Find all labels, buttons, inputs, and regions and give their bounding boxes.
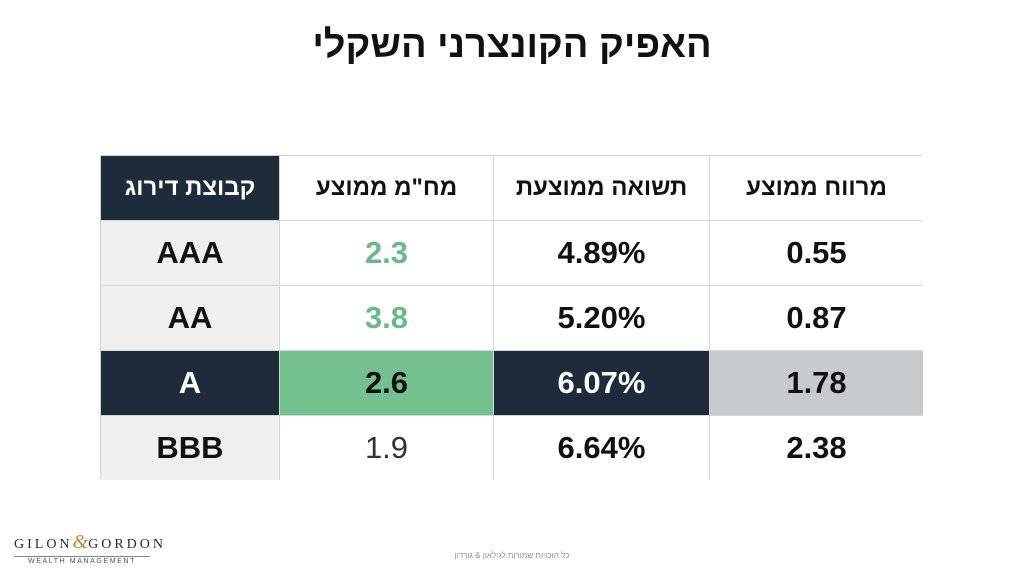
company-logo: GILON&GORDON WEALTH MANAGEMENT: [14, 531, 163, 567]
header-avg-spread: מרווח ממוצע: [710, 156, 923, 221]
logo-ampersand: &: [72, 531, 89, 553]
spread-cell: 0.87: [710, 286, 923, 351]
spread-cell: 0.55: [710, 221, 923, 286]
header-avg-duration: מח"מ ממוצע: [280, 156, 494, 221]
header-rating-group: קבוצת דירוג: [101, 156, 280, 221]
header-avg-yield: תשואה ממוצעת: [494, 156, 710, 221]
yield-cell: 6.07%: [494, 351, 710, 416]
spread-cell: 1.78: [710, 351, 923, 416]
rating-cell: A: [101, 351, 280, 416]
duration-cell: 1.9: [280, 416, 494, 480]
spread-cell: 2.38: [710, 416, 923, 480]
duration-cell: 2.3: [280, 221, 494, 286]
duration-cell: 3.8: [280, 286, 494, 351]
copyright-note: כל הזכויות שמורות לגילאון & גורדון: [454, 551, 570, 560]
duration-cell: 2.6: [280, 351, 494, 416]
logo-right-word: GORDON: [88, 537, 166, 552]
logo-left-word: GILON: [14, 537, 73, 552]
yield-cell: 4.89%: [494, 221, 710, 286]
yield-cell: 5.20%: [494, 286, 710, 351]
logo-divider: [14, 556, 150, 557]
logo-tagline: WEALTH MANAGEMENT: [28, 558, 136, 565]
logo-wordmark: GILON&GORDON: [14, 531, 163, 554]
rating-cell: BBB: [101, 416, 280, 480]
rating-cell: AA: [101, 286, 280, 351]
slide-title: האפיק הקונצרני השקלי: [312, 24, 712, 66]
rating-cell: AAA: [101, 221, 280, 286]
yield-cell: 6.64%: [494, 416, 710, 480]
ratings-table: קבוצת דירוג מח"מ ממוצע תשואה ממוצעת מרוו…: [100, 155, 923, 480]
